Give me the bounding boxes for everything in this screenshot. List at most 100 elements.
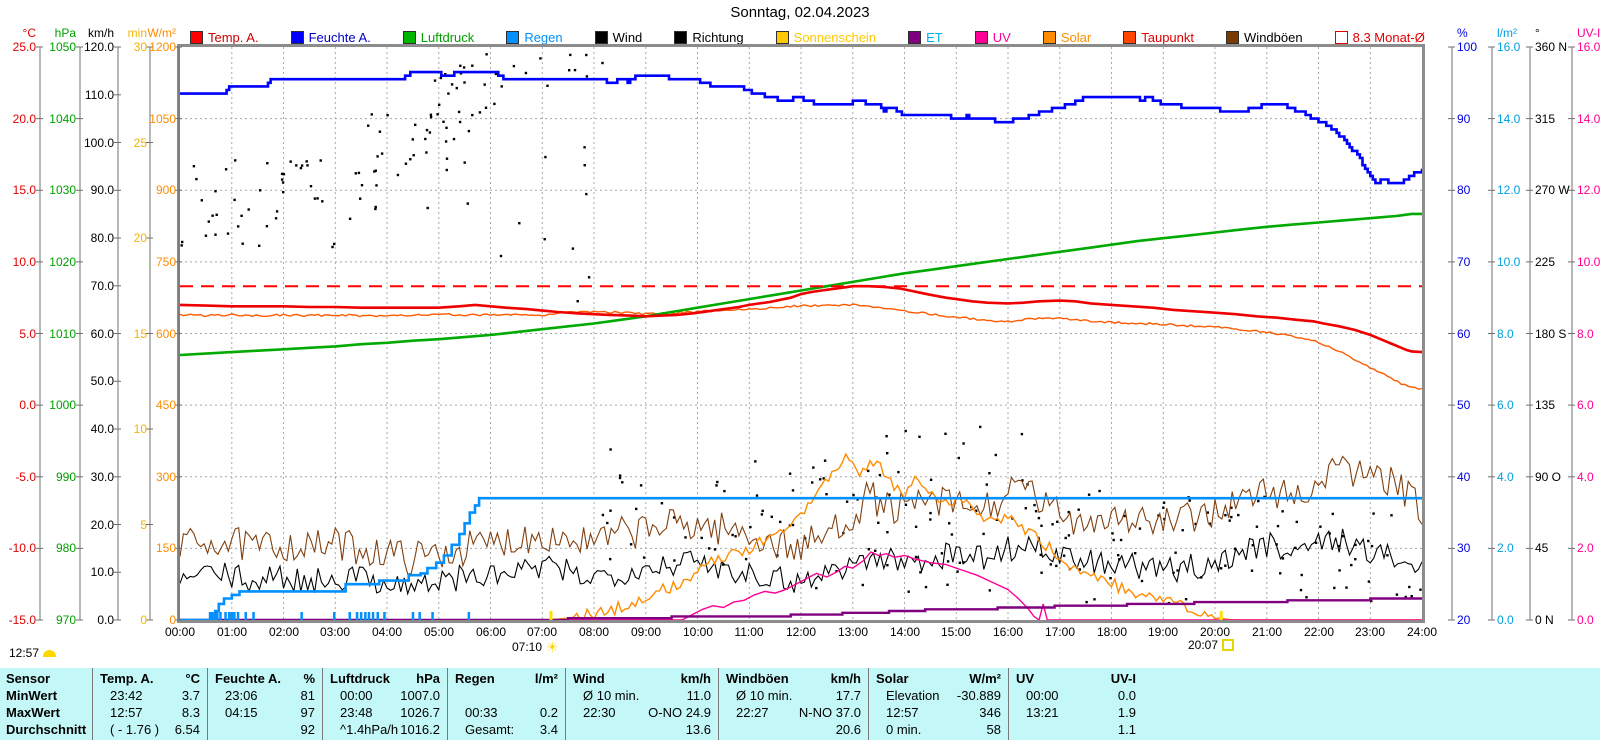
table-cell: 58 bbox=[986, 722, 1001, 737]
wind-direction-dot bbox=[211, 214, 214, 217]
table-column-title: Windböen bbox=[726, 671, 789, 686]
wind-direction-dot bbox=[1319, 525, 1322, 528]
table-cell: 3.7 bbox=[181, 688, 200, 703]
wind-direction-dot bbox=[1123, 514, 1126, 518]
wind-direction-dot bbox=[700, 536, 703, 540]
wind-direction-dot bbox=[306, 164, 309, 167]
x-axis-label: 09:00 bbox=[630, 625, 662, 639]
wind-direction-dot bbox=[299, 166, 303, 170]
wind-direction-dot bbox=[1341, 535, 1344, 538]
wind-direction-dot bbox=[204, 234, 208, 237]
legend-label: ET bbox=[926, 29, 943, 45]
wind-direction-dot bbox=[885, 435, 888, 438]
wind-direction-dot bbox=[995, 518, 999, 521]
wind-direction-dot bbox=[985, 483, 988, 486]
wind-direction-dot bbox=[716, 480, 719, 484]
x-axis-label: 13:00 bbox=[837, 625, 869, 639]
x-axis-label: 14:00 bbox=[889, 625, 921, 639]
axis-tick-label: 150 bbox=[155, 541, 176, 555]
series-temp bbox=[179, 284, 1423, 354]
x-axis-label: 11:00 bbox=[734, 625, 764, 639]
axis-tick-label: 8.0 bbox=[1497, 327, 1514, 341]
wind-direction-dot bbox=[1162, 501, 1166, 504]
wind-direction-dot bbox=[224, 168, 228, 171]
table-row-label: Durchschnitt bbox=[6, 722, 87, 737]
wind-direction-dot bbox=[791, 523, 795, 527]
axis-tick-label: 2.0 bbox=[1577, 541, 1594, 555]
wind-direction-dot bbox=[569, 53, 572, 57]
axis-tick-label: 1200 bbox=[149, 40, 176, 54]
rain-event-tick bbox=[376, 612, 379, 620]
axis-tick-label: 12.0 bbox=[1577, 183, 1600, 197]
series-wind bbox=[179, 528, 1423, 596]
x-axis-label: 20:00 bbox=[1199, 625, 1231, 639]
axis-tick-label: 10.0 bbox=[12, 255, 36, 269]
wind-direction-dot bbox=[429, 113, 433, 116]
series-feuchte bbox=[180, 70, 1424, 185]
table-column-1: Temp. A. °C 23:42 3.7 12:57 8.3 ( - 1.76 ) 6.54 bbox=[92, 668, 207, 740]
x-axis-label: 06:00 bbox=[475, 625, 507, 639]
table-row: Ø 10 min. 17.7 bbox=[719, 687, 868, 704]
wind-direction-dot bbox=[518, 222, 521, 225]
axis-tick-label: 8.0 bbox=[1577, 327, 1594, 341]
wind-direction-dot bbox=[316, 197, 319, 200]
wind-direction-dot bbox=[411, 138, 414, 141]
x-axis-label: 16:00 bbox=[992, 625, 1024, 639]
wind-direction-dot bbox=[1138, 527, 1142, 530]
axis-tick-label: 225 bbox=[1535, 255, 1556, 269]
table-row: 13:21 1.9 bbox=[1009, 704, 1143, 721]
wind-direction-dot bbox=[289, 160, 292, 163]
table-row: 00:00 1007.0 bbox=[323, 687, 447, 704]
table-column-unit: °C bbox=[185, 671, 200, 686]
axis-tick-label: 80.0 bbox=[90, 231, 114, 245]
wind-direction-dot bbox=[761, 509, 764, 513]
wind-direction-dot bbox=[1194, 522, 1197, 526]
wind-direction-dot bbox=[281, 181, 285, 184]
x-axis-label: 08:00 bbox=[578, 625, 610, 639]
wind-direction-dot bbox=[1276, 524, 1280, 528]
wind-direction-dot bbox=[215, 213, 218, 216]
table-row bbox=[448, 687, 565, 704]
wind-direction-dot bbox=[957, 456, 960, 460]
axis-tick-label: 135 bbox=[1535, 398, 1556, 412]
wind-direction-dot bbox=[715, 484, 718, 487]
wind-direction-dot bbox=[583, 164, 586, 167]
wind-direction-dot bbox=[1040, 571, 1043, 574]
wind-direction-dot bbox=[499, 254, 503, 258]
table-row-labels: Sensor MinWert MaxWert Durchschnitt bbox=[6, 668, 92, 740]
wind-direction-dot bbox=[241, 242, 244, 245]
rain-event-tick bbox=[219, 612, 222, 620]
x-axis-label: 17:00 bbox=[1044, 625, 1076, 639]
wind-direction-dot bbox=[877, 521, 880, 524]
legend-label: Taupunkt bbox=[1141, 29, 1194, 45]
legend-label: Sonnenschein bbox=[793, 29, 877, 45]
wind-direction-dot bbox=[348, 217, 352, 220]
wind-direction-dot bbox=[822, 477, 825, 480]
wind-direction-dot bbox=[948, 522, 951, 525]
table-row: 00:33 0.2 bbox=[448, 704, 565, 721]
wind-direction-dot bbox=[439, 76, 443, 80]
sunset-icon bbox=[1222, 639, 1235, 651]
table-cell: 11.0 bbox=[686, 688, 711, 703]
table-cell: -30.889 bbox=[956, 688, 1001, 703]
wind-direction-dot bbox=[319, 159, 322, 162]
wind-direction-dot bbox=[962, 561, 965, 564]
wind-direction-dot bbox=[425, 128, 429, 132]
rain-event-tick bbox=[252, 612, 255, 620]
wind-direction-dot bbox=[309, 185, 313, 188]
wind-direction-dot bbox=[618, 476, 622, 480]
wind-direction-dot bbox=[1370, 544, 1374, 548]
wind-direction-dot bbox=[940, 552, 944, 555]
x-axis-label: 18:00 bbox=[1096, 625, 1128, 639]
wind-direction-dot bbox=[874, 549, 877, 552]
wind-direction-dot bbox=[1051, 523, 1054, 526]
axis-tick-label: 40 bbox=[1457, 470, 1471, 484]
table-cell: O-NO 24.9 bbox=[648, 705, 711, 720]
table-row: 22:30 O-NO 24.9 bbox=[566, 704, 718, 721]
table-column-title: UV bbox=[1016, 671, 1035, 686]
wind-direction-dot bbox=[455, 86, 458, 90]
legend-label: Wind bbox=[612, 29, 643, 45]
x-axis-label: 23:00 bbox=[1354, 625, 1386, 639]
wind-direction-dot bbox=[195, 177, 198, 181]
wind-direction-dot bbox=[331, 245, 334, 249]
